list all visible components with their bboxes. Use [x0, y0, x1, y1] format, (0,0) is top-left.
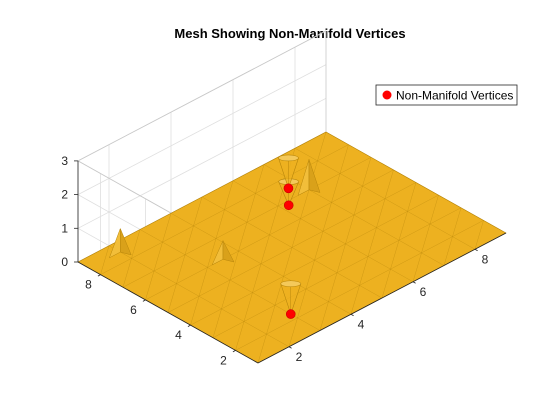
x-tick-mark — [474, 248, 478, 252]
legend-box — [375, 84, 518, 106]
mesh-edge — [190, 180, 234, 326]
y-tick-label: 8 — [85, 278, 92, 292]
axes-box-edge — [77, 30, 327, 162]
marker-cone-rim — [280, 280, 302, 288]
axis-ticks: 2 4 6 8 2 4 6 8 0 1 2 3 — [61, 154, 507, 367]
y-tick-mark — [232, 350, 236, 353]
mesh-spike — [222, 240, 235, 263]
y-tick-label: 4 — [175, 328, 182, 342]
x-tick-mark — [288, 346, 292, 349]
mesh-edge — [412, 195, 439, 282]
mesh-edge — [381, 182, 417, 299]
mesh-spikes — [108, 159, 321, 266]
x-tick-label: 6 — [420, 285, 427, 299]
z-tick-label: 3 — [61, 154, 68, 168]
mesh-edge — [474, 220, 484, 250]
mesh-edge — [100, 245, 110, 275]
mesh-edge — [350, 169, 394, 315]
y-tick-label: 6 — [130, 303, 137, 317]
marker-cone-rim — [278, 154, 299, 162]
y-tick-mark — [142, 299, 146, 302]
non-manifold-marker — [285, 309, 296, 319]
legend-marker — [382, 90, 392, 100]
mesh-edge — [122, 229, 141, 288]
chart-title: Mesh Showing Non-Manifold Vertices — [174, 26, 405, 41]
x-tick-label: 8 — [482, 252, 489, 266]
mesh-edge — [288, 144, 349, 347]
mesh-edge — [257, 131, 327, 364]
x-axis-line — [257, 232, 507, 364]
mesh-spike — [308, 159, 321, 193]
x-tick-mark — [350, 313, 354, 317]
mesh-edge — [145, 213, 172, 300]
x-tick-label: 4 — [358, 317, 365, 331]
mesh-spike — [120, 228, 132, 256]
gridline-z-right — [77, 64, 327, 195]
y-axis-line — [77, 261, 259, 364]
non-manifold-marker — [283, 200, 294, 211]
legend-entry-label: Non-Manifold Vertices — [396, 89, 513, 103]
mesh-edge — [319, 157, 372, 331]
x-tick-label: 2 — [296, 350, 303, 364]
x-tick-mark — [412, 281, 416, 284]
non-manifold-markers — [283, 183, 296, 319]
z-tick-label: 2 — [61, 188, 68, 202]
non-manifold-marker — [283, 183, 294, 194]
z-tick-label: 0 — [61, 255, 68, 269]
marker-cones — [278, 154, 302, 316]
z-tick-label: 1 — [61, 221, 68, 235]
y-tick-label: 2 — [220, 353, 227, 367]
gridline-z-right — [77, 97, 327, 229]
mesh-edge — [212, 164, 265, 338]
y-tick-mark — [187, 324, 191, 327]
mesh-edge — [443, 207, 462, 266]
mesh-edge — [167, 196, 203, 313]
y-tick-mark — [97, 274, 101, 277]
legend[interactable]: Non-Manifold Vertices — [375, 84, 518, 106]
